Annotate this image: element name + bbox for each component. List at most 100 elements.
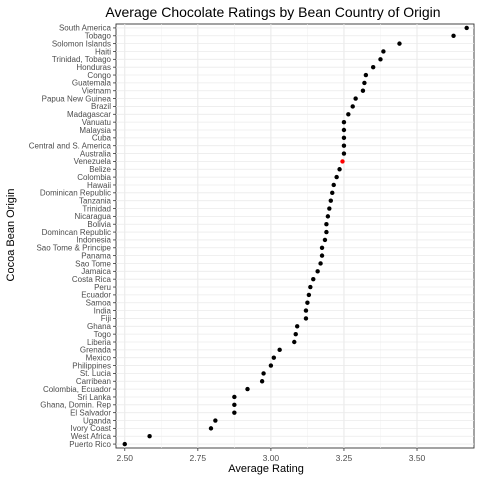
data-point [324,222,329,227]
y-tick-label: Ghana, Domin. Rep [40,401,111,410]
data-point [293,331,298,337]
data-point [306,292,312,298]
data-point [341,127,347,133]
y-tick-label: Solomon Islands [52,39,111,48]
y-tick-label: Madagascar [67,110,111,119]
y-tick-label: Grenada [80,346,112,355]
data-point [292,339,297,345]
y-tick-label: Trinidad, Tobago [52,55,112,64]
plot-background [116,24,474,448]
data-point [245,386,250,392]
y-tick-label: Cuba [92,134,112,143]
plot-panel [115,23,475,449]
data-point [319,253,325,258]
chart-title: Average Chocolate Ratings by Bean Countr… [105,4,440,20]
y-tick-label: Samoa [86,299,112,308]
data-point [268,363,274,368]
data-point [261,371,266,376]
y-axis-title: Cocoa Bean Origin [5,189,17,282]
data-point [303,308,309,313]
data-point [451,33,456,38]
data-point [330,190,335,196]
data-point [324,229,329,235]
x-tick-label: 2.75 [190,453,207,463]
y-tick-label: El Salvador [70,408,111,417]
x-tick-label: 3.25 [336,453,353,463]
x-axis-title: Average Rating [228,463,304,475]
y-tick-label: Tanzania [79,196,112,205]
data-point [277,347,282,353]
data-point [318,261,323,266]
data-point [259,379,265,384]
y-tick-label: Central and S. America [29,142,112,151]
y-tick-label: Hawaii [87,181,111,190]
data-point [346,112,351,117]
data-point [363,72,369,78]
y-tick-label: Costa Rica [72,275,112,284]
y-tick-label: Sri Lanka [77,393,111,402]
data-point [341,135,347,141]
y-tick-label: Vanuatu [82,118,111,127]
data-point [341,119,347,125]
data-point [381,49,386,54]
x-tick-label: 2.50 [116,453,133,463]
x-axis-ticks: 2.50 2.75 3.00 3.25 3.50 [116,448,426,463]
y-tick-label: India [94,306,112,315]
data-point [232,402,237,408]
data-point [331,182,336,188]
y-tick-label: Fiji [101,314,111,323]
y-tick-label: West Africa [71,432,112,441]
data-point [213,418,218,423]
data-point [337,167,342,172]
data-point [341,151,347,156]
y-tick-label: Peru [94,283,111,292]
data-point [294,324,300,329]
y-tick-label: Brazil [91,102,111,111]
data-point [319,245,325,250]
highlighted-point [340,159,345,164]
data-point [315,269,320,274]
data-point [147,434,152,439]
y-tick-label: St. Lucia [80,369,112,378]
data-point [325,214,331,219]
data-point [397,41,402,46]
data-point [311,276,316,282]
y-tick-label: Ivory Coast [71,424,112,433]
y-tick-label: Uganda [83,416,112,425]
y-tick-label: Trinidad [82,204,111,213]
y-tick-label: Australia [80,149,112,158]
y-tick-label: Puerto Rico [69,440,111,449]
y-tick-label: Bolivia [87,220,111,229]
data-point [341,143,347,148]
data-point [232,394,237,400]
data-point [350,104,355,109]
data-point [122,441,127,447]
data-point [305,300,310,305]
data-point [232,410,237,415]
y-tick-label: Colombia, Ecuador [43,385,111,394]
y-tick-label: Ecuador [81,291,111,300]
y-tick-label: Malaysia [79,126,111,135]
data-point [271,355,277,360]
y-tick-label: Ghana [87,322,112,331]
data-point [370,64,376,70]
data-points [122,25,469,447]
y-tick-label: Dominican Republic [40,189,111,198]
y-tick-label: Vietnam [82,87,112,96]
y-tick-label: Panama [81,251,111,260]
y-tick-label: Honduras [76,63,111,72]
y-tick-label: Venezuela [74,157,112,166]
plot-border [115,23,475,449]
data-point [378,57,383,62]
y-tick-label: Nicaragua [75,212,112,221]
y-tick-label: Tobago [85,32,112,41]
data-point [464,25,469,31]
y-tick-label: Liberia [87,338,112,347]
y-tick-label: Congo [87,71,111,80]
y-tick-label: Domincan Republic [42,228,111,237]
x-tick-label: 3.50 [409,453,426,463]
x-tick-label: 3.00 [263,453,280,463]
y-tick-label: Sao Tome & Principe [36,244,111,253]
data-point [303,316,309,321]
